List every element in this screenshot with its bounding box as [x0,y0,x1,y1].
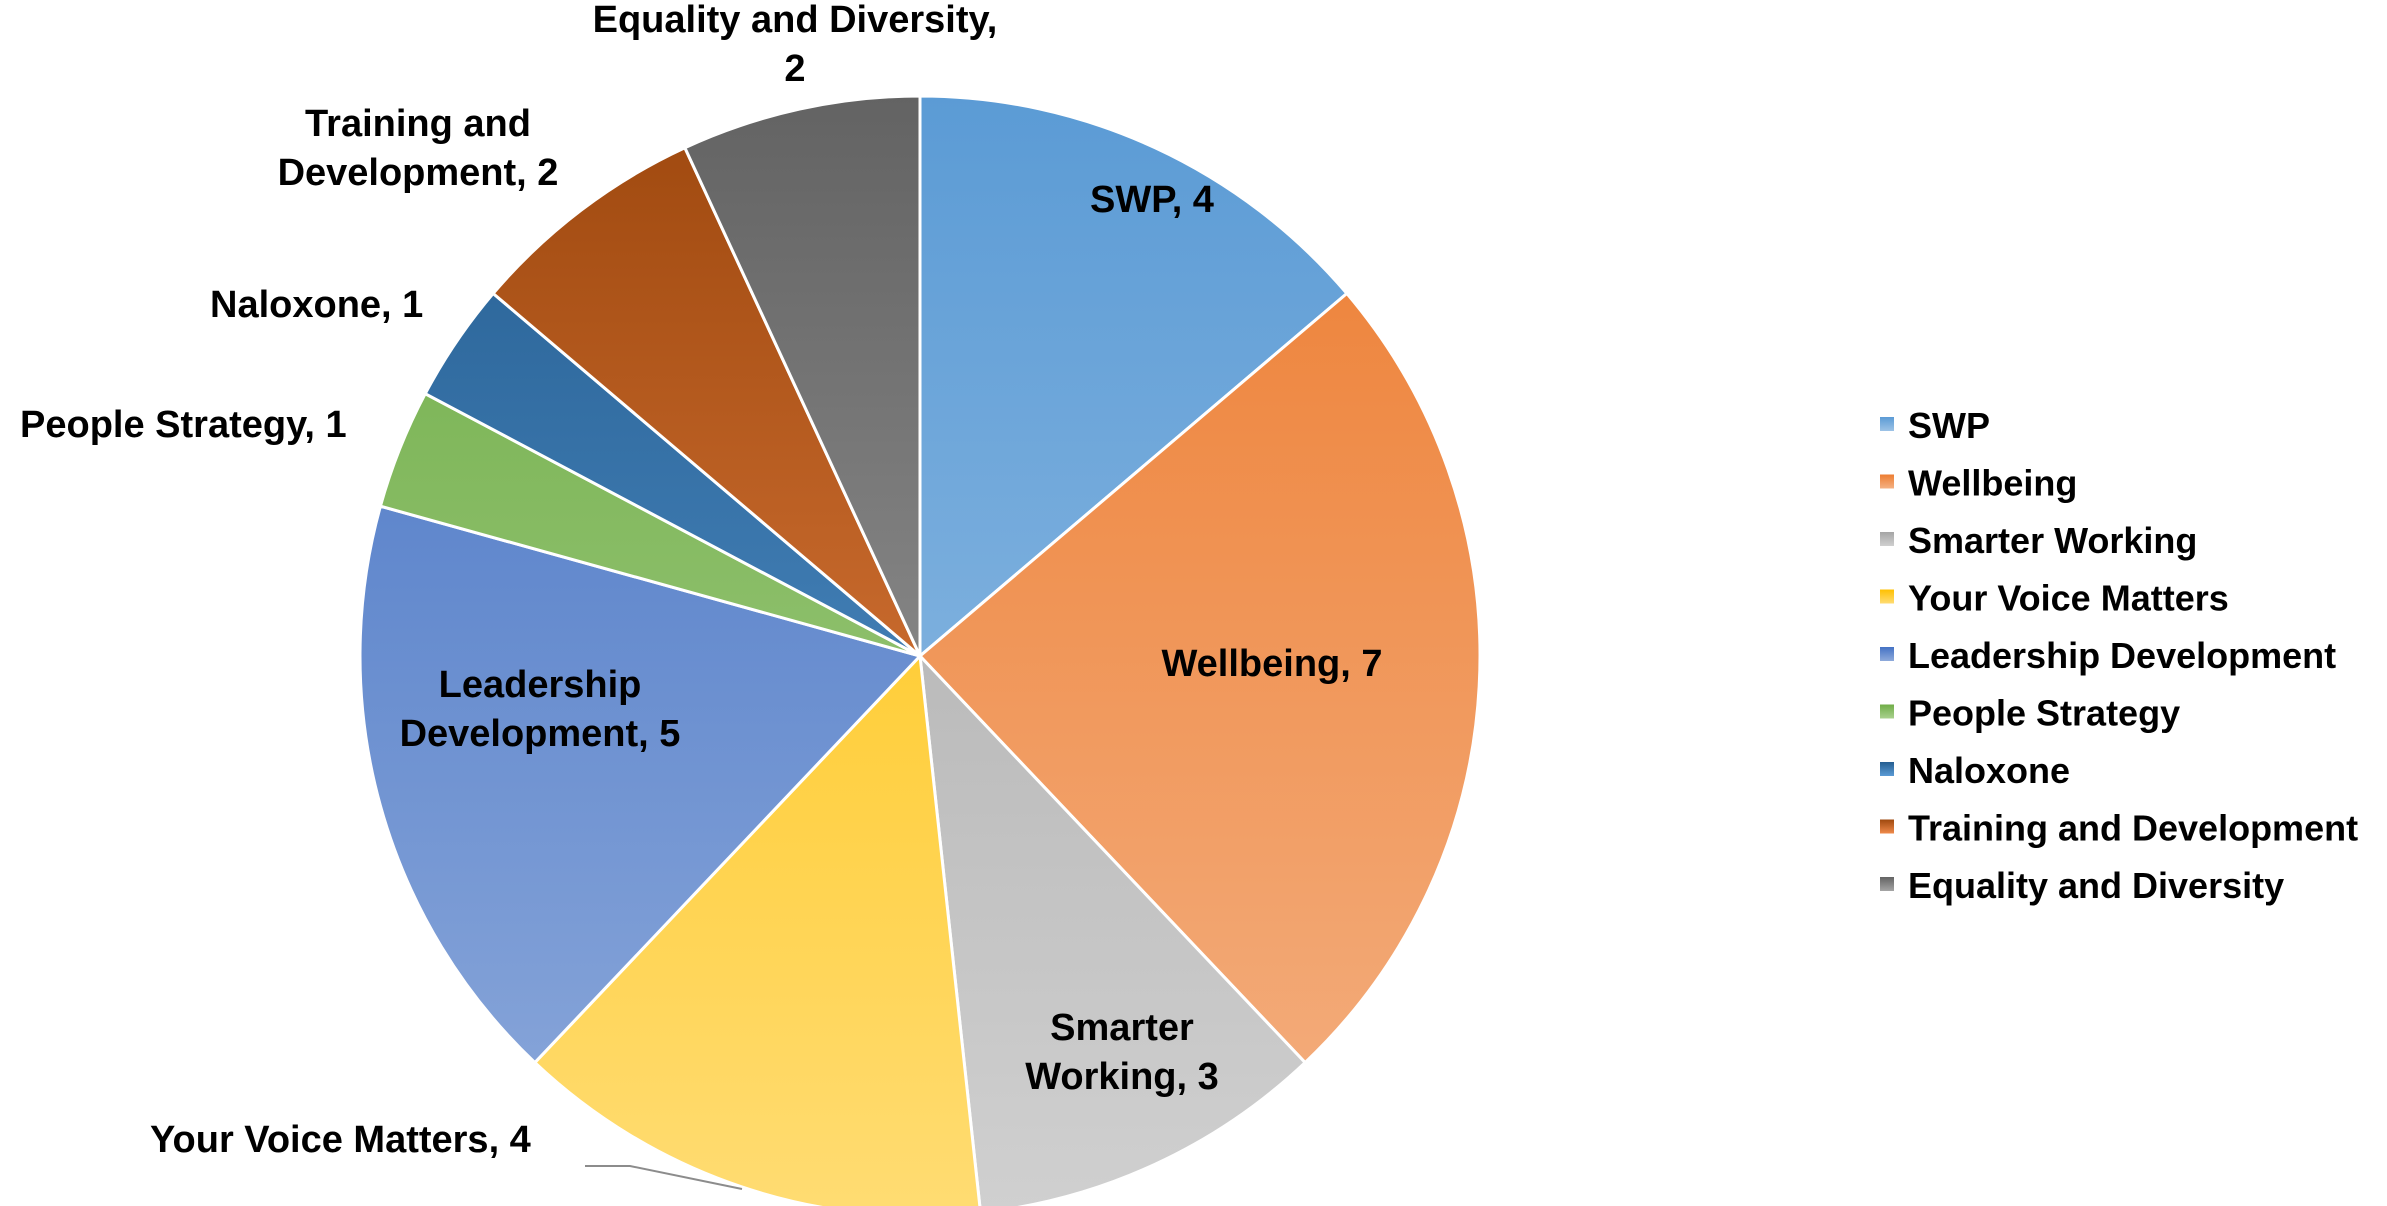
legend-swatch-naloxone [1880,762,1894,776]
pie-slice-equality-and-diversity [682,94,922,657]
data-label-swp: SWP, 4 [1090,179,1214,221]
legend-swatch-wellbeing [1880,474,1894,489]
data-label-line: Naloxone, 1 [210,284,423,326]
legend-label-swp: SWP [1908,405,1990,446]
legend-label-naloxone: Naloxone [1908,750,2070,791]
pie-slice-swp [918,94,1349,660]
data-label-equality-and-diversity: Equality and Diversity, 2 [593,0,998,90]
legend-label-smarter-working: Smarter Working [1908,520,2197,561]
legend-label-equality-and-diversity: Equality and Diversity [1908,865,2284,906]
data-label-line: Working, 3 [1025,1056,1219,1098]
data-label-training-and-development: Training and Development, 2 [278,103,559,194]
legend-swatch-swp [1880,417,1894,431]
data-label-naloxone: Naloxone, 1 [210,284,423,326]
data-label-line: SWP, 4 [1090,179,1214,221]
data-labels: SWP, 4 Wellbeing, 7 Smarter Working, 3 Your … [20,0,1383,1161]
legend-swatch-people-strategy [1880,704,1894,719]
legend-swatch-your-voice-matters [1880,589,1894,604]
pie-slice-leadership-development [358,504,923,1065]
legend-label-your-voice-matters: Your Voice Matters [1908,578,2229,619]
pie-slice-wellbeing [917,291,1482,1065]
data-label-wellbeing: Wellbeing, 7 [1161,643,1382,685]
data-label-line: 2 [784,48,805,90]
data-label-line: Equality and Diversity, [593,0,998,41]
legend-label-people-strategy: People Strategy [1908,693,2180,734]
data-label-line: Wellbeing, 7 [1161,643,1382,685]
legend-label-leadership-development: Leadership Development [1908,635,2336,676]
data-label-line: Smarter [1050,1007,1194,1049]
legend-swatch-leadership-development [1880,647,1894,661]
pie-slice-training-and-development [491,145,922,658]
legend-swatch-equality-and-diversity [1880,877,1894,891]
legend-label-wellbeing: Wellbeing [1908,463,2077,504]
legend-swatch-smarter-working [1880,532,1894,546]
data-label-line: Development, 5 [400,713,681,755]
data-label-line: Leadership [439,664,642,706]
leader-line-your-voice-matters [585,1165,743,1190]
data-label-leadership-development: Leadership Development, 5 [400,664,681,755]
legend-label-training-and-development: Training and Development [1908,808,2358,849]
legend: SWP Wellbeing Smarter Working Your Voice Ma… [1880,405,2358,906]
data-label-smarter-working: Smarter Working, 3 [1025,1007,1219,1098]
leader-lines [585,1165,743,1190]
pie-slices [358,94,1482,1206]
data-label-line: Development, 2 [278,152,559,194]
pie-slice-smarter-working [918,651,1308,1206]
data-label-line: People Strategy, 1 [20,404,347,446]
pie-slice-your-voice-matters [532,652,982,1206]
data-label-people-strategy: People Strategy, 1 [20,404,347,446]
data-label-line: Training and [305,103,531,145]
data-label-your-voice-matters: Your Voice Matters, 4 [150,1119,531,1161]
data-label-line: Your Voice Matters, 4 [150,1119,531,1161]
legend-swatch-training-and-development [1880,819,1894,834]
